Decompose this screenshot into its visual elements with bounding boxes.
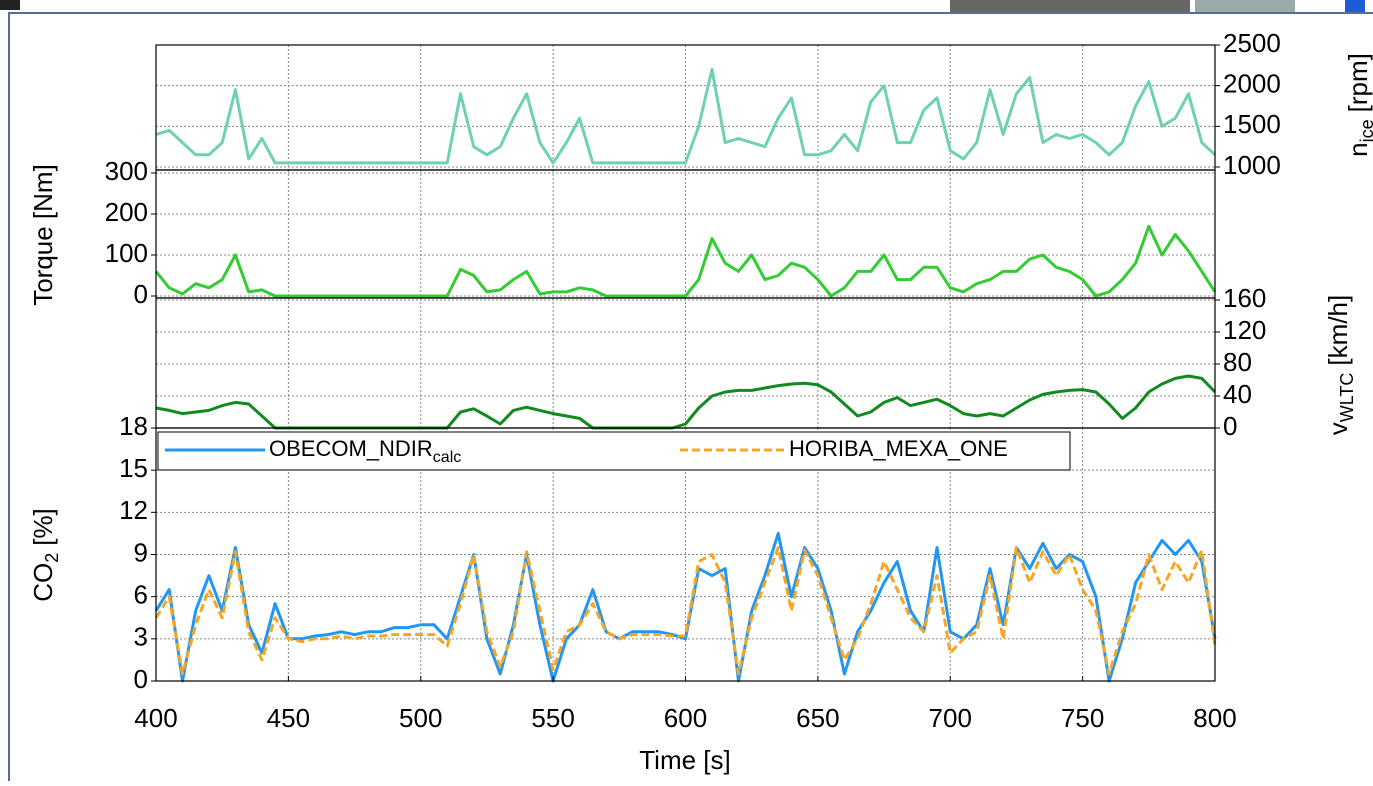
x-tick-label: 450 xyxy=(267,703,310,733)
legend-label-main: OBECOM_NDIR xyxy=(269,436,433,461)
y-axis-label: Torque [Nm] xyxy=(28,164,58,306)
y-tick-label: 6 xyxy=(134,580,148,610)
y-tick-label: 200 xyxy=(105,197,148,227)
y-axis-label-sub: ice xyxy=(1357,119,1373,142)
y-axis-label-main: Torque [Nm] xyxy=(28,164,58,306)
y-tick-label: 2000 xyxy=(1223,69,1281,99)
y-tick-label: 0 xyxy=(134,664,148,694)
y-tick-label: 9 xyxy=(134,537,148,567)
x-tick-label: 750 xyxy=(1061,703,1104,733)
x-tick-label: 400 xyxy=(134,703,177,733)
y-tick-label: 2500 xyxy=(1223,28,1281,58)
legend-label: OBECOM_NDIRcalc xyxy=(269,436,461,466)
y-tick-label: 40 xyxy=(1223,379,1252,409)
y-axis-label-main: v xyxy=(1323,422,1353,435)
y-axis-label: nice [rpm] xyxy=(1343,53,1373,157)
series-line xyxy=(154,224,1217,298)
y-tick-label: 0 xyxy=(1223,411,1237,441)
y-tick-label: 1000 xyxy=(1223,150,1281,180)
x-tick-label: 550 xyxy=(531,703,574,733)
y-tick-label: 300 xyxy=(105,156,148,186)
header-image xyxy=(1195,0,1295,12)
series-line xyxy=(154,531,1217,683)
y-axis-label-unit: [km/h] xyxy=(1323,295,1353,366)
y-tick-label: 3 xyxy=(134,622,148,652)
y-axis-label-main: CO xyxy=(28,563,58,602)
series-line xyxy=(154,546,1217,676)
legend-label: HORIBA_MEXA_ONE xyxy=(789,436,1008,461)
y-axis-label: CO2 [%] xyxy=(28,508,62,602)
y-axis-label-sub: 2 xyxy=(42,553,62,563)
x-axis-label: Time [s] xyxy=(639,745,730,775)
x-tick-label: 700 xyxy=(929,703,972,733)
y-tick-label: 100 xyxy=(105,238,148,268)
legend-label-main: HORIBA_MEXA_ONE xyxy=(789,436,1008,461)
series-line xyxy=(155,67,1217,165)
header-image xyxy=(950,0,1190,12)
y-axis-label: vWLTC [km/h] xyxy=(1323,295,1357,435)
y-tick-label: 12 xyxy=(119,495,148,525)
x-tick-label: 600 xyxy=(664,703,707,733)
y-tick-label: 1500 xyxy=(1223,109,1281,139)
legend-box xyxy=(157,431,1071,471)
y-tick-label: 160 xyxy=(1223,283,1266,313)
y-axis-label-unit: [%] xyxy=(28,508,58,546)
y-axis-label-main: n xyxy=(1343,142,1373,156)
y-tick-label: 18 xyxy=(119,411,148,441)
y-tick-label: 15 xyxy=(119,453,148,483)
y-tick-label: 80 xyxy=(1223,347,1252,377)
x-tick-label: 650 xyxy=(796,703,839,733)
x-tick-label: 500 xyxy=(399,703,442,733)
x-tick-label: 800 xyxy=(1193,703,1236,733)
y-axis-label-unit: [rpm] xyxy=(1343,53,1373,112)
y-axis-label-sub: WLTC xyxy=(1337,373,1357,423)
header-image xyxy=(1345,0,1365,12)
y-tick-label: 0 xyxy=(134,279,148,309)
header-logo xyxy=(0,0,20,10)
y-tick-label: 120 xyxy=(1223,315,1266,345)
legend-label-sub: calc xyxy=(433,449,461,466)
